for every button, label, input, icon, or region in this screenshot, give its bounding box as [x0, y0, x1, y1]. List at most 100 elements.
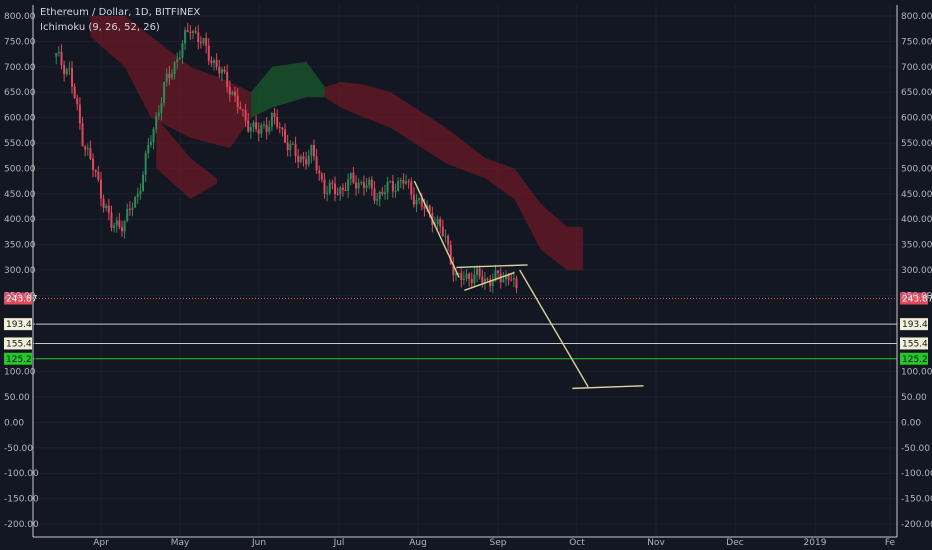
candle-body	[63, 64, 66, 75]
candle-body	[491, 281, 494, 287]
y-tick-label-right: 800.00	[901, 12, 932, 22]
candle-body	[476, 268, 479, 275]
y-tick-label-right: 600.00	[901, 114, 932, 124]
candle-body	[289, 143, 292, 150]
cloud-bear-area	[324, 82, 583, 270]
candle-body	[239, 106, 242, 110]
candle-body	[389, 180, 392, 183]
candle-body	[255, 122, 258, 130]
symbol-title: Ethereum / Dollar, 1D, BITFINEX	[40, 7, 201, 18]
flag-lower-line	[464, 271, 515, 291]
candle-body	[220, 69, 223, 74]
candle-body	[186, 30, 189, 32]
candle-body	[281, 127, 284, 130]
trend-drawings	[413, 180, 644, 390]
candle-body	[299, 156, 302, 163]
candle-body	[410, 181, 413, 195]
y-tick-label-left: 50.00	[4, 393, 30, 403]
candle-body	[460, 272, 463, 280]
y-tick-label-left: -150.00	[4, 495, 39, 505]
candle-body	[510, 279, 513, 281]
candle-body	[94, 169, 97, 172]
candle-body	[173, 62, 176, 74]
candle-body	[452, 264, 455, 275]
candle-body	[165, 73, 168, 83]
candle-body	[249, 127, 252, 132]
x-tick-label: May	[171, 538, 190, 548]
y-tick-label-right: 400.00	[901, 215, 932, 225]
y-tick-label-left: -200.00	[4, 520, 39, 530]
level-tag-left-bg	[4, 337, 32, 350]
x-tick-label: Oct	[569, 538, 585, 548]
candle-body	[265, 124, 268, 132]
level-tag-left: 155.41	[6, 339, 38, 349]
candle-body	[57, 51, 60, 53]
candle-body	[376, 199, 379, 201]
candle-body	[355, 182, 358, 189]
candle-body	[444, 236, 447, 238]
candle-body	[383, 192, 386, 195]
candle-body	[268, 126, 271, 132]
candle-body	[142, 174, 145, 191]
last-price-tag-right-bg	[900, 292, 928, 305]
candle-body	[502, 279, 505, 283]
candle-body	[168, 73, 171, 78]
candle-body	[323, 179, 326, 194]
candle-body	[483, 278, 486, 283]
candle-body	[334, 183, 337, 195]
candle-body	[97, 171, 100, 180]
y-tick-label-left: 400.00	[4, 215, 36, 225]
candle-body	[252, 122, 255, 128]
candle-body	[178, 57, 181, 60]
candle-body	[447, 236, 450, 245]
axes: 800.00 800.00 750.00 750.00 700.00 700.00 650.…	[4, 5, 932, 548]
y-tick-label-left: 700.00	[4, 63, 36, 73]
candle-body	[157, 112, 160, 117]
candle-body	[291, 143, 294, 145]
candle-body	[436, 219, 439, 225]
candle-body	[284, 129, 287, 143]
y-tick-label-left: 500.00	[4, 164, 36, 174]
candle-body	[149, 141, 152, 145]
candle-body	[120, 226, 123, 232]
level-tag-left-bg	[4, 318, 32, 331]
candle-body	[205, 38, 208, 46]
candle-body	[202, 38, 205, 44]
candle-body	[320, 173, 323, 180]
candle-body	[134, 196, 137, 208]
last-price-tag-right: 243.87	[902, 295, 932, 305]
candle-body	[199, 41, 202, 44]
last-price-tag-left-bg	[4, 292, 32, 305]
y-tick-label-right: -50.00	[901, 444, 930, 454]
candle-body	[152, 128, 155, 142]
flag-upper-line	[456, 264, 528, 269]
last-price-tag-left: 243.87	[6, 295, 38, 305]
candle-body	[131, 207, 134, 210]
candle-body	[326, 193, 329, 195]
y-tick-label-right: 500.00	[901, 164, 932, 174]
projection-line	[519, 269, 589, 388]
candle-body	[241, 109, 244, 111]
candle-body	[305, 159, 308, 165]
candle-body	[497, 270, 500, 274]
indicator-label: Ichimoku (9, 26, 52, 26)	[40, 22, 160, 33]
candle-body	[81, 123, 84, 147]
y-tick-label-left: 300.00	[4, 266, 36, 276]
candlestick-series	[55, 22, 518, 294]
candle-body	[223, 69, 226, 72]
flag-pole-line	[413, 180, 460, 278]
y-tick-label-left: -100.00	[4, 469, 39, 479]
x-tick-label: Nov	[647, 538, 665, 548]
candle-body	[352, 172, 355, 183]
candle-body	[339, 187, 342, 195]
candle-body	[197, 32, 200, 42]
candle-body	[60, 51, 63, 65]
candle-body	[397, 181, 400, 192]
candle-body	[170, 73, 173, 78]
candle-body	[123, 221, 126, 232]
candle-body	[136, 193, 139, 197]
candle-body	[370, 179, 373, 189]
candle-body	[144, 153, 147, 175]
level-tag-right-bg	[900, 318, 928, 331]
